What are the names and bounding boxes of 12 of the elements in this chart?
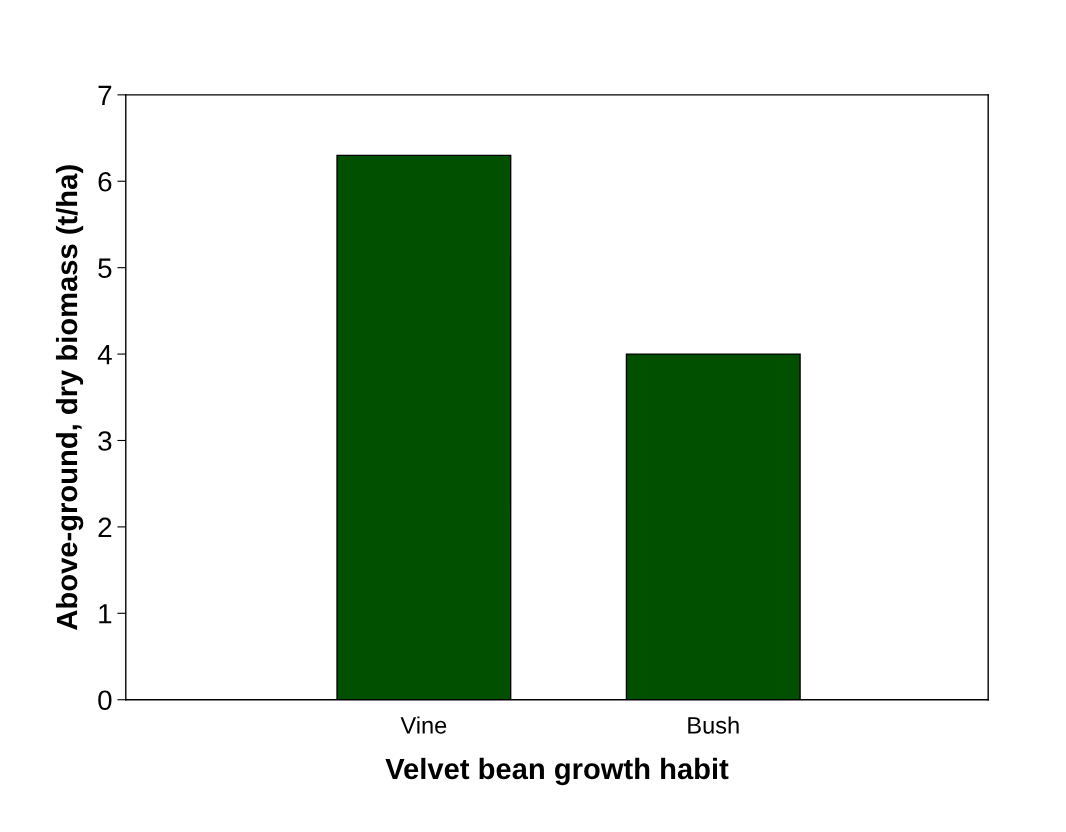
- y-tick-label: 5: [98, 258, 112, 278]
- y-tick-label: 4: [97, 345, 112, 365]
- y-tick-label: 3: [98, 431, 112, 451]
- y-tick-label: 0: [98, 690, 112, 711]
- x-tick-label: Vine: [400, 716, 447, 734]
- y-axis-title: Above-ground, dry biomass (t/ha): [55, 165, 84, 630]
- y-tick-label: 7: [98, 85, 112, 105]
- y-tick-label: 6: [98, 171, 112, 192]
- y-tick-label: 1: [99, 604, 112, 624]
- x-tick-label: Bush: [688, 716, 739, 734]
- y-tick-label: 2: [98, 517, 112, 537]
- x-axis-title: Velvet bean growth habit: [385, 757, 729, 786]
